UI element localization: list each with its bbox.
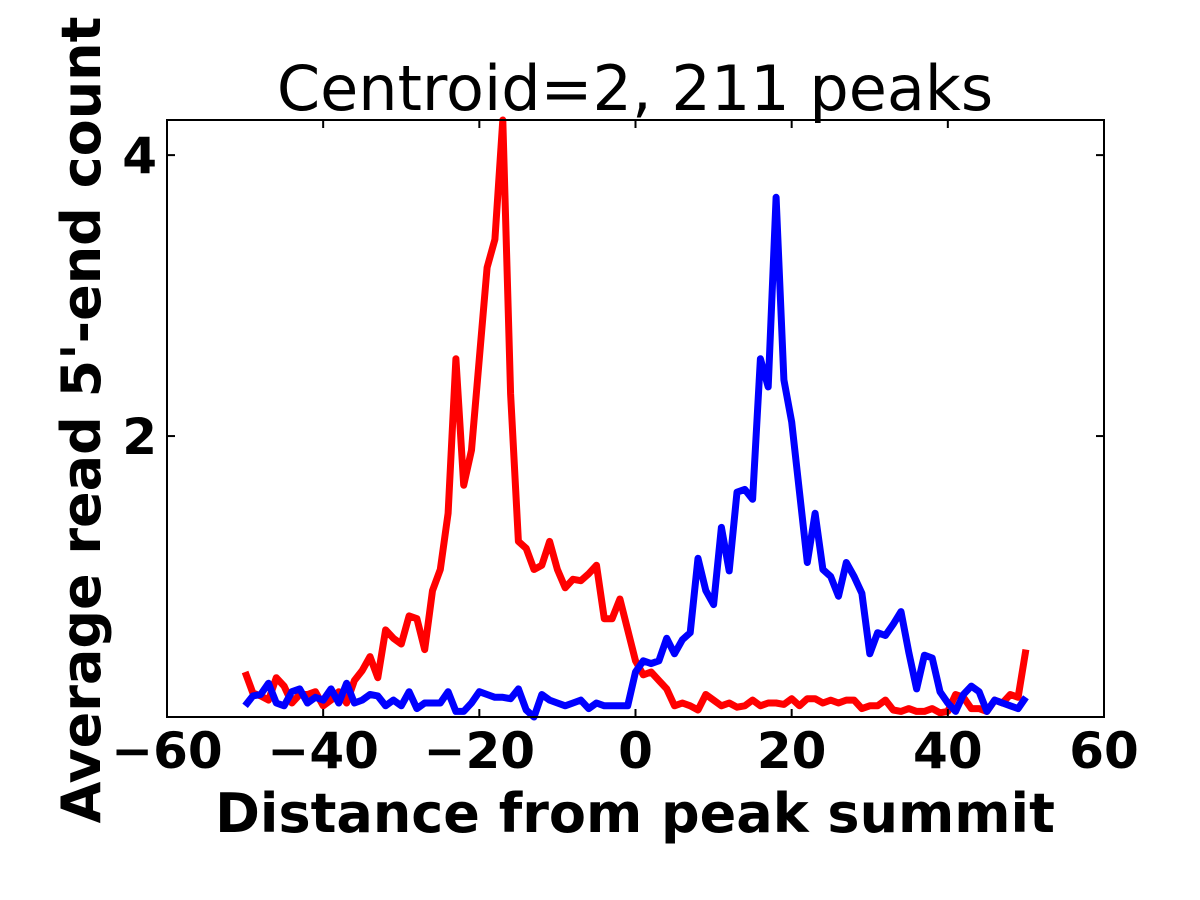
- series-line-1: [241, 116, 1030, 717]
- x-axis-label: Distance from peak summit: [215, 782, 1055, 845]
- plot-frame: [166, 119, 1105, 718]
- y-axis-label: Average read 5'-end count: [50, 17, 113, 824]
- series-line-2: [242, 193, 1029, 721]
- x-tick-label: 40: [913, 722, 983, 780]
- x-tick-label: −40: [267, 722, 378, 780]
- x-tick-label: 60: [1069, 722, 1139, 780]
- plot-area: [241, 116, 1030, 721]
- chart-title: Centroid=2, 211 peaks: [277, 52, 993, 125]
- x-tick-label: 20: [757, 722, 827, 780]
- x-tick-label: 0: [618, 722, 653, 780]
- x-tick-label: −20: [424, 722, 535, 780]
- axis-ticks: −60 −40 −20 0 20 40 60 2 4: [111, 120, 1139, 780]
- y-tick-label: 4: [122, 127, 157, 185]
- y-tick-label: 2: [122, 408, 157, 466]
- x-tick-label: −60: [111, 722, 222, 780]
